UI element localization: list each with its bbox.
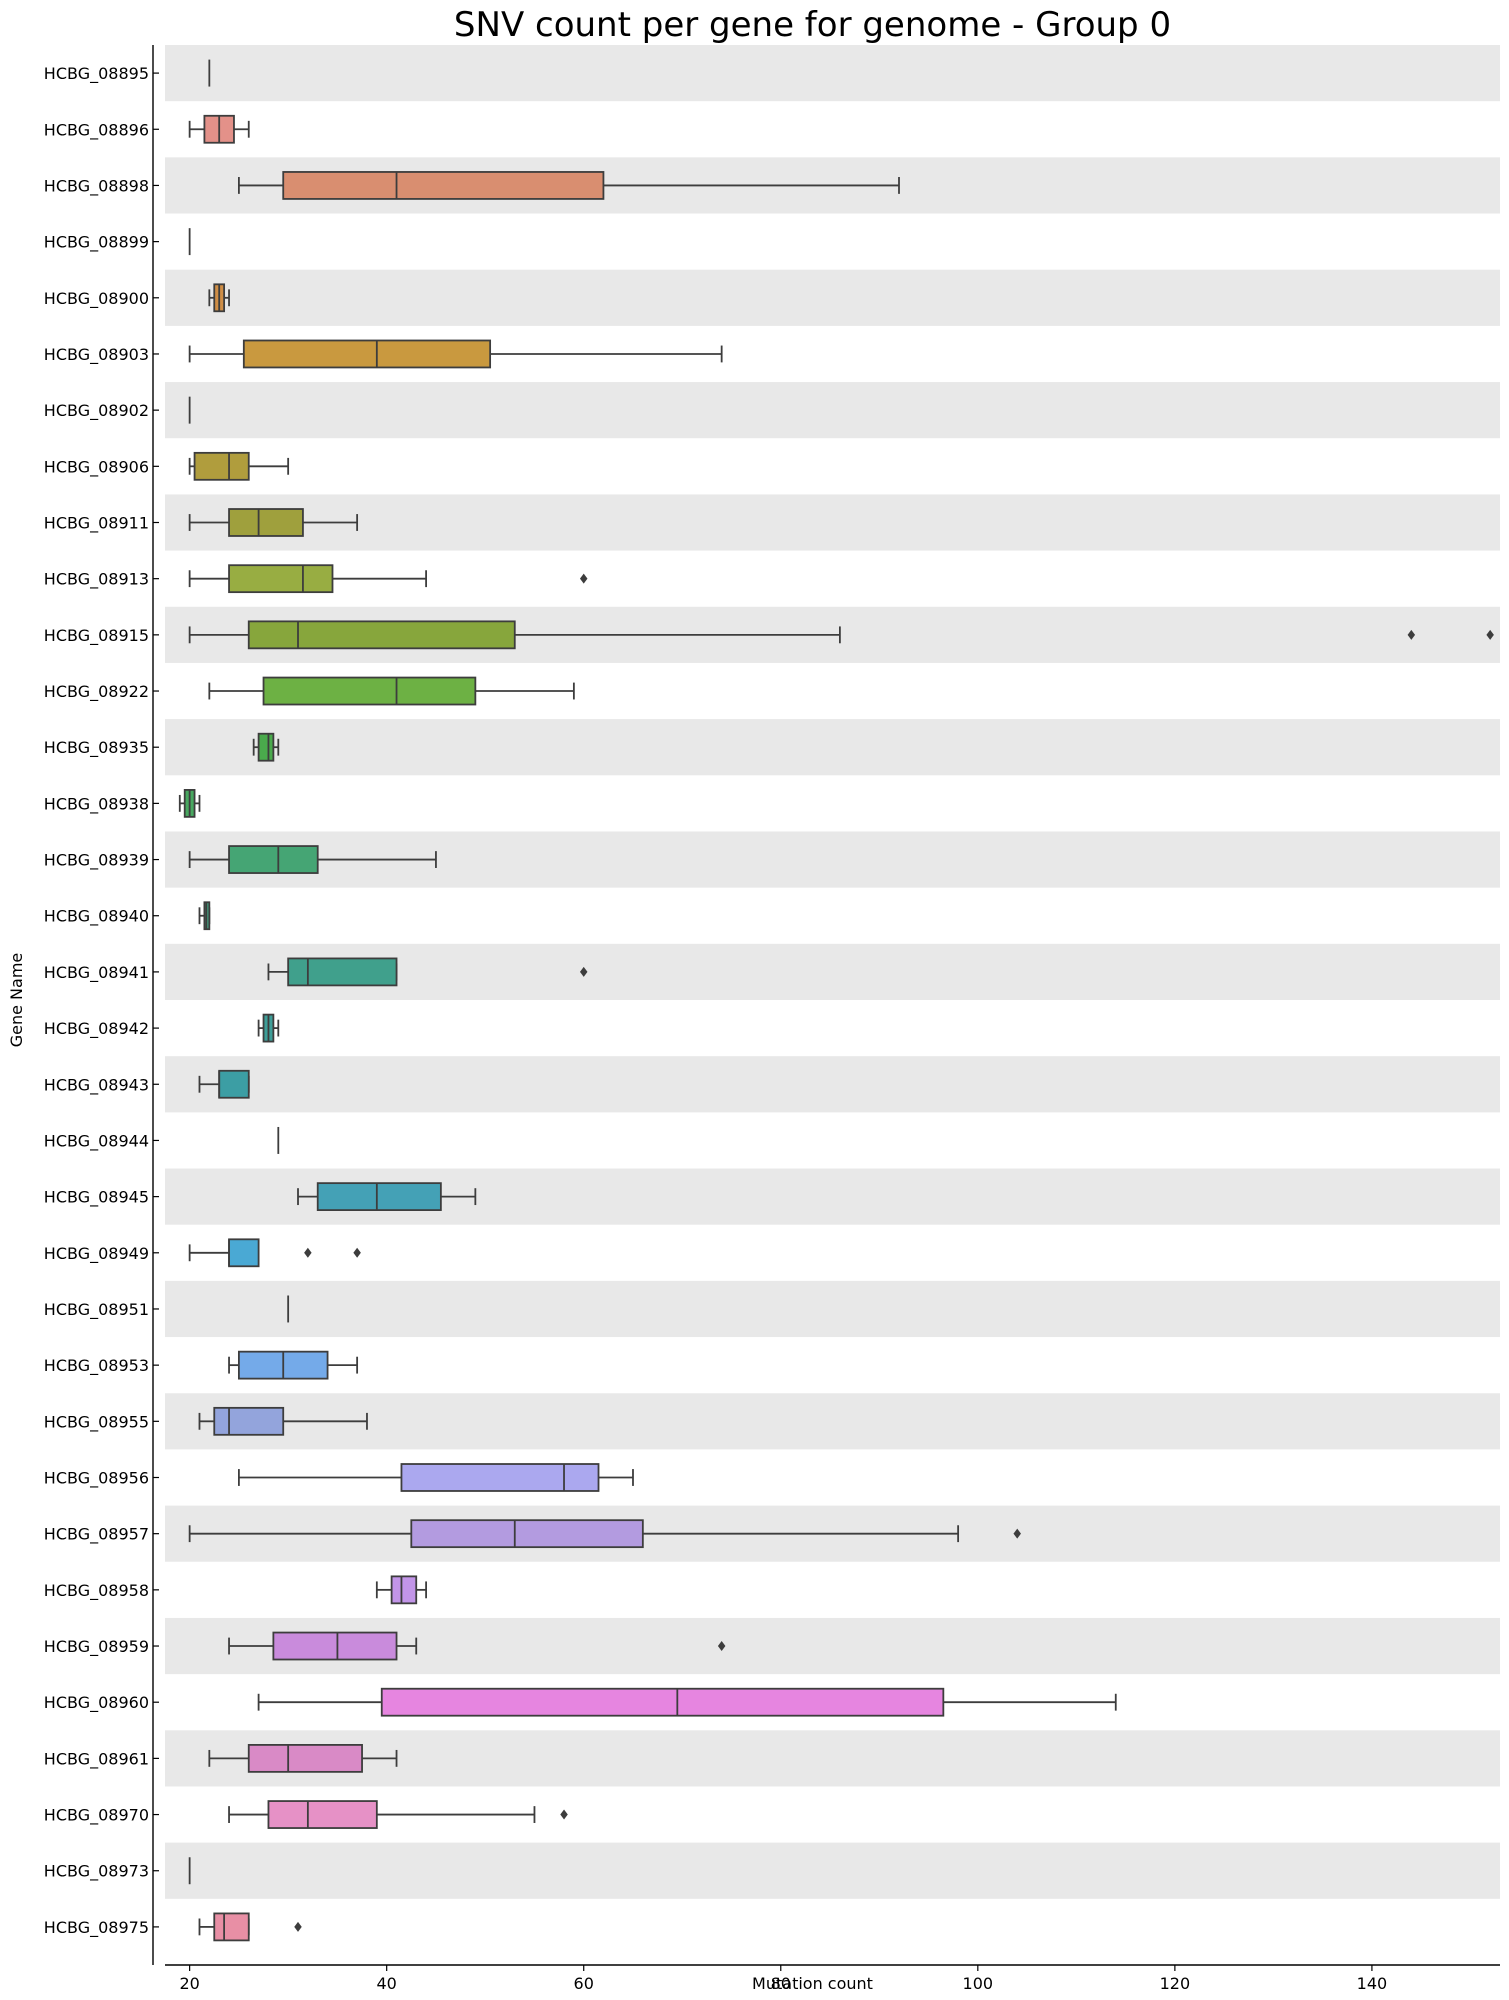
y-tick-label: HCBG_08940 [44,907,149,927]
y-tick-label: HCBG_08938 [44,794,149,814]
box [228,564,334,594]
row-shade [165,269,1500,326]
box [213,1912,250,1942]
y-tick-label: HCBG_08959 [44,1637,149,1657]
y-tick-label: HCBG_08956 [44,1469,149,1489]
row-shade [165,1056,1500,1113]
x-tick-label: 80 [771,1974,791,1993]
y-tick-label: HCBG_08960 [44,1693,149,1713]
y-tick-label: HCBG_08945 [44,1188,149,1208]
y-tick-label: HCBG_08899 [44,233,149,253]
box [267,1800,378,1829]
y-tick-label: HCBG_08973 [44,1862,149,1882]
box [400,1463,600,1492]
y-tick-label: HCBG_08902 [44,401,149,421]
box [228,1238,260,1268]
box [287,957,398,987]
box [247,1744,363,1773]
box-layer [178,59,1494,1942]
box [242,339,492,369]
box [380,1687,945,1717]
y-tick-label: HCBG_08942 [44,1019,149,1039]
outlier-point [1486,629,1494,640]
y-tick-label: HCBG_08913 [44,570,149,590]
box [257,732,275,762]
x-tick-label: 20 [179,1974,199,1993]
x-tick-label: 40 [376,1974,396,1993]
y-tick-label: HCBG_08939 [44,851,149,871]
y-tick-label: HCBG_08941 [44,963,149,983]
box [262,676,477,706]
row-shade [165,1393,1500,1450]
y-axis-title: Gene Name [7,953,26,1048]
y-tick-label: HCBG_08958 [44,1581,149,1601]
x-tick-label: 60 [574,1974,594,1993]
box [218,1069,250,1099]
outlier-point [1013,1528,1021,1539]
y-tick-label: HCBG_08957 [44,1525,149,1545]
outlier-point [579,966,588,977]
box [390,1575,418,1605]
x-tick-label: 140 [1357,1974,1388,1993]
y-tick-label: HCBG_08900 [44,289,149,309]
box [410,1519,644,1549]
box [228,845,319,874]
y-tick-label: HCBG_08970 [44,1806,149,1826]
axes-layer: HCBG_08895 HCBG_08896 HCBG_08898 HCBG_08899… [44,45,1500,1993]
outlier-point [304,1247,312,1258]
y-tick-label: HCBG_08895 [44,64,149,84]
y-tick-label: HCBG_08903 [44,345,149,365]
y-tick-label: HCBG_08944 [44,1131,149,1151]
box [228,508,304,537]
y-tick-label: HCBG_08911 [44,514,149,534]
y-tick-label: HCBG_08949 [44,1244,149,1264]
box [316,1182,442,1211]
box [213,1406,285,1436]
y-tick-label: HCBG_08955 [44,1412,149,1432]
outlier-point [579,573,588,584]
y-tick-label: HCBG_08951 [44,1300,149,1320]
y-tick-label: HCBG_08953 [44,1356,149,1376]
outlier-point [560,1809,568,1820]
y-tick-label: HCBG_08922 [44,682,149,702]
outlier-point [1407,629,1416,640]
box [247,620,516,650]
y-tick-label: HCBG_08961 [44,1749,149,1769]
row-shade [165,1842,1500,1899]
y-tick-label: HCBG_08935 [44,738,149,758]
chart-title: SNV count per gene for genome - Group 0 [454,5,1171,45]
row-shade [165,45,1500,102]
box [193,451,250,481]
outlier-point [717,1641,726,1652]
y-tick-label: HCBG_08898 [44,176,149,196]
row-shade [165,382,1500,439]
y-tick-label: HCBG_08943 [44,1075,149,1095]
row-shade [165,494,1500,551]
box [272,1631,398,1661]
x-tick-label: 120 [1160,1974,1191,1993]
outlier-point [353,1247,361,1258]
x-tick-label: 100 [963,1974,994,1993]
box [282,171,605,200]
x-axis-title: Mutation count [752,1974,873,1993]
y-tick-label: HCBG_08896 [44,120,149,140]
row-shade [165,1280,1500,1338]
row-shade [165,719,1500,776]
y-tick-label: HCBG_08906 [44,457,149,477]
outlier-point [294,1921,302,1932]
y-tick-label: HCBG_08915 [44,626,149,646]
y-tick-label: HCBG_08975 [44,1918,149,1938]
